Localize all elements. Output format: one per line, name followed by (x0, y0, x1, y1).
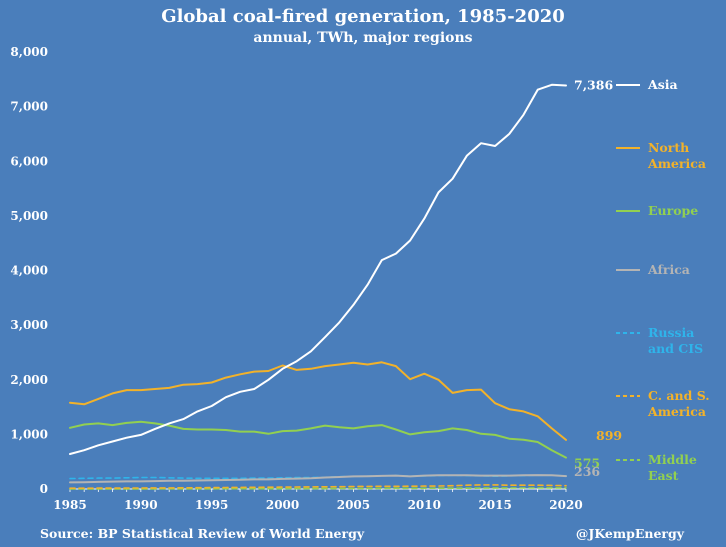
end-label-north-america: 899 (596, 428, 622, 443)
series-line-africa (69, 474, 567, 484)
chart-subtitle: annual, TWh, major regions (253, 30, 472, 46)
legend-label-middle-east: East (648, 468, 679, 483)
y-tick-label: 6,000 (10, 154, 48, 168)
x-axis: 1985 1990 1995 2000 2005 2010 2015 2020 (53, 488, 583, 512)
y-tick-label: 0 (40, 482, 48, 496)
y-tick-label: 3,000 (10, 318, 48, 332)
legend-label-russia-and-cis: and CIS (648, 341, 703, 356)
end-label-asia: 7,386 (574, 78, 613, 93)
series-line-north-america (69, 361, 567, 441)
series-line-europe (69, 420, 567, 459)
x-tick-label: 2000 (266, 498, 299, 512)
y-axis: 0 1,000 2,000 3,000 4,000 5,000 6,000 7,000 8,00… (10, 45, 48, 496)
y-tick-label: 4,000 (10, 264, 48, 278)
x-tick-label: 1995 (195, 498, 228, 512)
author-credit: @JKempEnergy (576, 526, 685, 541)
x-tick-label: 1985 (53, 498, 86, 512)
end-label-europe: 575 (574, 456, 600, 471)
x-tick-label: 2010 (408, 498, 441, 512)
legend-label-europe: Europe (648, 203, 698, 218)
legend-label-middle-east: Middle (648, 452, 697, 467)
legend-label-asia: Asia (647, 77, 678, 92)
plot-lines (69, 83, 567, 490)
y-tick-label: 1,000 (10, 427, 48, 441)
series-line-c-and-s-america (69, 484, 567, 490)
y-tick-label: 5,000 (10, 209, 48, 223)
chart-title: Global coal-fired generation, 1985-2020 (161, 6, 565, 27)
x-tick-label: 2020 (549, 498, 582, 512)
legend-label-africa: Africa (647, 262, 690, 277)
series-line-middle-east (69, 487, 567, 490)
end-label-africa: 236 (574, 464, 600, 479)
x-tick-label: 2005 (337, 498, 370, 512)
y-tick-label: 7,000 (10, 100, 48, 114)
x-tick-label: 1990 (124, 498, 157, 512)
legend-label-c-and-s-america: C. and S. (648, 388, 710, 403)
legend-label-north-america: North (648, 140, 689, 155)
y-tick-label: 2,000 (10, 373, 48, 387)
series-line-asia (69, 83, 567, 455)
legend-label-russia-and-cis: Russia (648, 325, 694, 340)
y-tick-label: 8,000 (10, 45, 48, 59)
x-tick-label: 2015 (478, 498, 511, 512)
source-note: Source: BP Statistical Review of World E… (40, 526, 365, 541)
legend-label-c-and-s-america: America (647, 404, 706, 419)
legend-label-north-america: America (647, 156, 706, 171)
